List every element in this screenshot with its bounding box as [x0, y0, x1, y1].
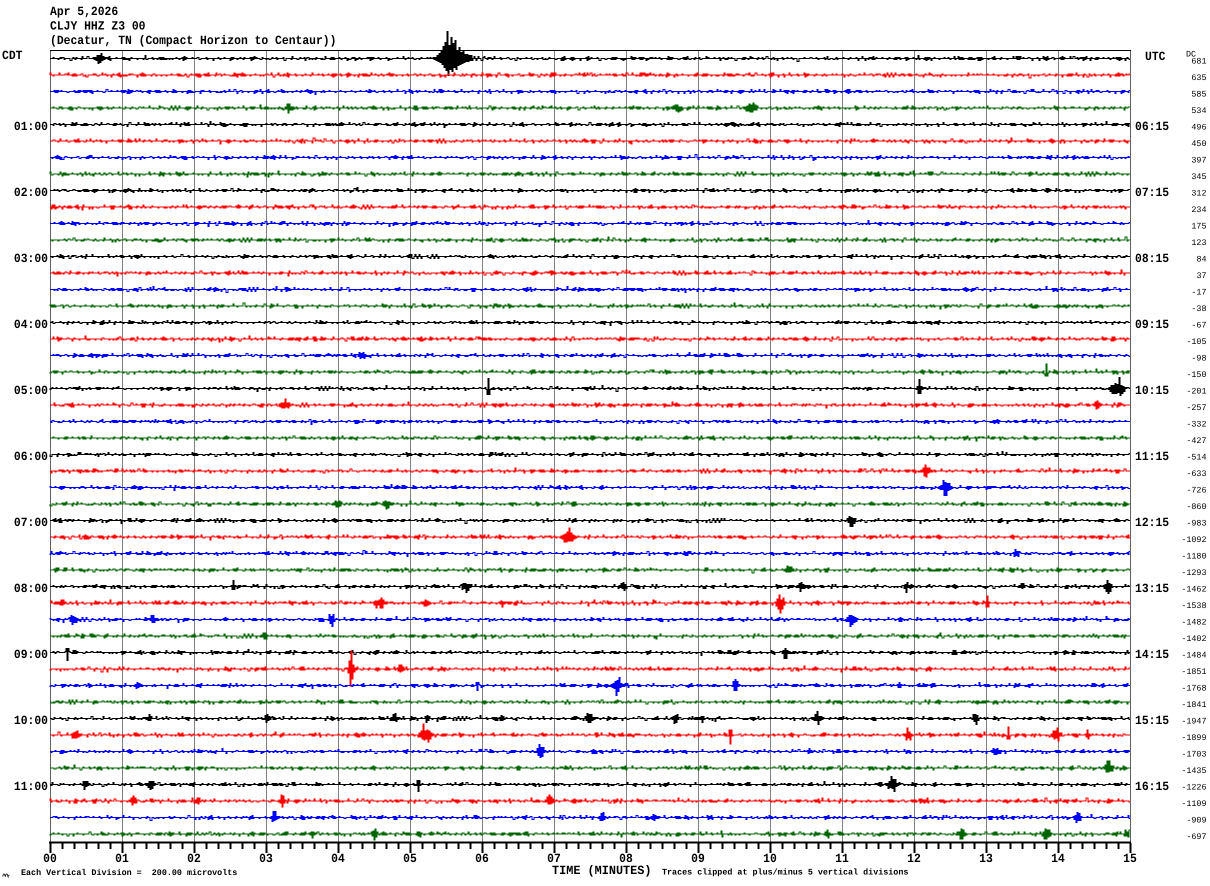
svg-text:12:15: 12:15	[1135, 516, 1169, 530]
svg-text:02: 02	[187, 852, 201, 866]
svg-text:08: 08	[619, 852, 633, 866]
svg-text:14: 14	[1051, 852, 1065, 866]
svg-text:06:00: 06:00	[14, 450, 48, 464]
svg-text:DC: DC	[1186, 50, 1196, 60]
svg-text:-1435: -1435	[1181, 766, 1206, 776]
svg-text:02:00: 02:00	[14, 186, 48, 200]
svg-text:07:15: 07:15	[1135, 186, 1169, 200]
svg-text:-98: -98	[1191, 354, 1206, 364]
svg-text:09:15: 09:15	[1135, 318, 1169, 332]
svg-text:-201: -201	[1186, 387, 1206, 397]
svg-text:04: 04	[331, 852, 345, 866]
svg-text:06: 06	[475, 852, 489, 866]
svg-text:-1402: -1402	[1181, 634, 1206, 644]
svg-text:10:15: 10:15	[1135, 384, 1169, 398]
svg-text:175: 175	[1191, 222, 1206, 232]
svg-text:14:15: 14:15	[1135, 648, 1169, 662]
svg-text:03:00: 03:00	[14, 252, 48, 266]
svg-text:-17: -17	[1191, 288, 1206, 298]
svg-text:-1484: -1484	[1181, 651, 1206, 661]
svg-text:-633: -633	[1186, 469, 1206, 479]
svg-text:123: 123	[1191, 238, 1206, 248]
svg-text:397: 397	[1191, 156, 1206, 166]
svg-text:-105: -105	[1186, 337, 1206, 347]
svg-text:-1226: -1226	[1181, 783, 1206, 793]
svg-text:15: 15	[1123, 852, 1137, 866]
svg-text:16:15: 16:15	[1135, 780, 1169, 794]
svg-text:06:15: 06:15	[1135, 120, 1169, 134]
svg-text:-1293: -1293	[1181, 568, 1206, 578]
svg-text:-1180: -1180	[1181, 552, 1206, 562]
svg-text:TIME (MINUTES): TIME (MINUTES)	[552, 864, 652, 878]
svg-text:-983: -983	[1186, 519, 1206, 529]
svg-text:Apr 5,2026: Apr 5,2026	[50, 5, 118, 19]
svg-text:11:15: 11:15	[1135, 450, 1169, 464]
svg-text:05: 05	[403, 852, 417, 866]
svg-text:07:00: 07:00	[14, 516, 48, 530]
svg-text:-1482: -1482	[1181, 618, 1206, 628]
svg-text:07: 07	[547, 852, 561, 866]
svg-text:450: 450	[1191, 139, 1206, 149]
svg-text:234: 234	[1191, 205, 1206, 215]
svg-text:-150: -150	[1186, 370, 1206, 380]
svg-text:585: 585	[1191, 90, 1206, 100]
svg-text:-514: -514	[1186, 453, 1206, 463]
svg-text:312: 312	[1191, 189, 1206, 199]
svg-text:-1703: -1703	[1181, 750, 1206, 760]
svg-text:635: 635	[1191, 73, 1206, 83]
svg-text:09:00: 09:00	[14, 648, 48, 662]
svg-text:-427: -427	[1186, 436, 1206, 446]
svg-text:-1538: -1538	[1181, 601, 1206, 611]
svg-text:496: 496	[1191, 123, 1206, 133]
svg-text:-1841: -1841	[1181, 700, 1206, 710]
svg-text:15:15: 15:15	[1135, 714, 1169, 728]
svg-text:-726: -726	[1186, 486, 1206, 496]
svg-text:37: 37	[1196, 271, 1206, 281]
svg-text:-257: -257	[1186, 403, 1206, 413]
svg-text:01: 01	[115, 852, 129, 866]
svg-text:-1109: -1109	[1181, 799, 1206, 809]
svg-text:UTC: UTC	[1145, 50, 1166, 64]
svg-text:05:00: 05:00	[14, 384, 48, 398]
svg-text:11: 11	[835, 852, 849, 866]
svg-text:-1899: -1899	[1181, 733, 1206, 743]
svg-text:09: 09	[691, 852, 705, 866]
svg-text:-860: -860	[1186, 502, 1206, 512]
svg-text:-67: -67	[1191, 321, 1206, 331]
svg-text:-1768: -1768	[1181, 684, 1206, 694]
svg-text:00: 00	[43, 852, 57, 866]
svg-text:08:00: 08:00	[14, 582, 48, 596]
svg-text:CLJY HHZ Z3 00: CLJY HHZ Z3 00	[50, 20, 145, 34]
svg-text:13:15: 13:15	[1135, 582, 1169, 596]
svg-text:Traces clipped at plus/minus 5: Traces clipped at plus/minus 5 vertical …	[662, 868, 908, 878]
svg-text:-332: -332	[1186, 420, 1206, 430]
svg-text:345: 345	[1191, 172, 1206, 182]
svg-text:03: 03	[259, 852, 273, 866]
svg-text:Each Vertical Division = 200.: Each Vertical Division = 200.00 microvol…	[21, 868, 237, 878]
svg-text:CDT: CDT	[2, 49, 23, 63]
svg-text:-38: -38	[1191, 304, 1206, 314]
svg-text:01:00: 01:00	[14, 120, 48, 134]
svg-text:-1092: -1092	[1181, 535, 1206, 545]
svg-text:(Decatur, TN (Compact Horizon: (Decatur, TN (Compact Horizon to Centaur…	[50, 34, 336, 48]
svg-text:84: 84	[1196, 255, 1206, 265]
svg-text:-909: -909	[1186, 816, 1206, 826]
svg-text:-697: -697	[1186, 832, 1206, 842]
svg-text:08:15: 08:15	[1135, 252, 1169, 266]
svg-text:534: 534	[1191, 106, 1206, 116]
svg-text:13: 13	[979, 852, 993, 866]
svg-text:10:00: 10:00	[14, 714, 48, 728]
svg-text:-1947: -1947	[1181, 717, 1206, 727]
svg-text:12: 12	[907, 852, 921, 866]
svg-text:11:00: 11:00	[14, 780, 48, 794]
svg-text:10: 10	[763, 852, 777, 866]
svg-text:-1851: -1851	[1181, 667, 1206, 677]
svg-text:04:00: 04:00	[14, 318, 48, 332]
svg-text:-1462: -1462	[1181, 585, 1206, 595]
svg-text:681: 681	[1191, 57, 1206, 67]
